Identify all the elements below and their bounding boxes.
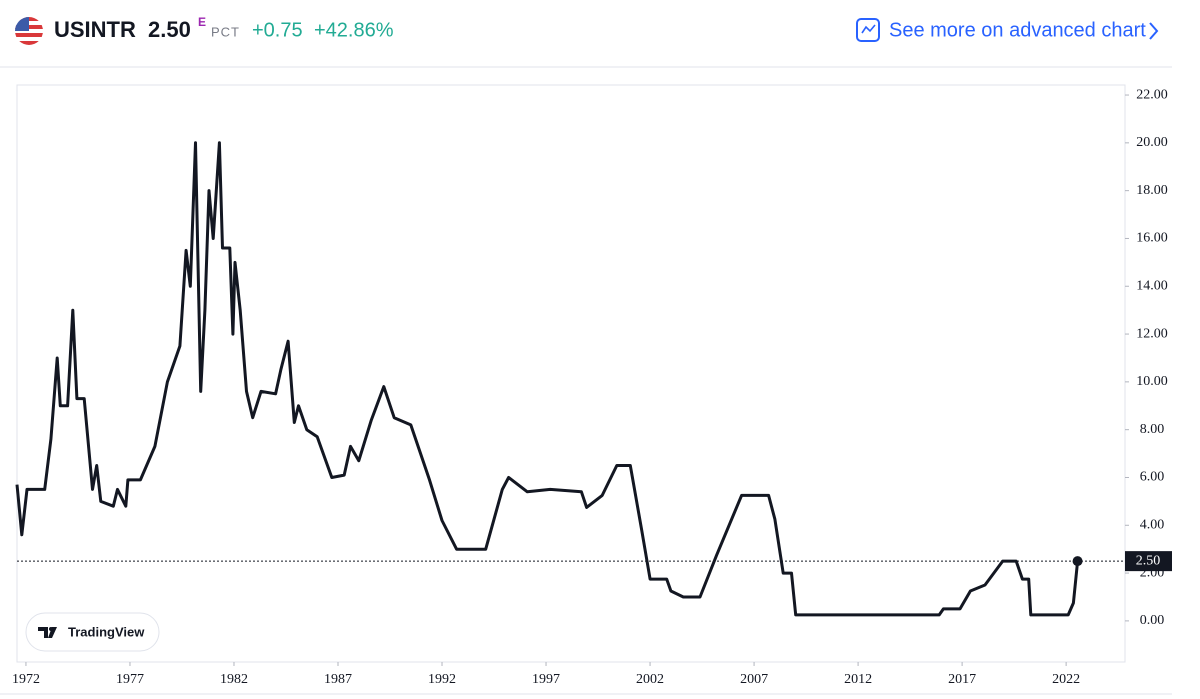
plot: 0.002.004.006.008.0010.0012.0014.0016.00… [12, 87, 1172, 687]
superscript: E [198, 15, 206, 29]
y-tick-label: 4.00 [1140, 517, 1165, 532]
y-tick-label: 18.00 [1136, 183, 1168, 198]
x-tick-label: 1982 [220, 672, 248, 687]
symbol: USINTR [54, 17, 136, 42]
y-tick-label: 16.00 [1136, 231, 1168, 246]
link-text[interactable]: See more on advanced chart [889, 19, 1146, 41]
y-tick-label: 22.00 [1136, 87, 1168, 102]
badge-text[interactable]: TradingView [68, 624, 145, 639]
change-pct: +42.86% [314, 19, 394, 41]
x-tick-label: 1997 [532, 672, 560, 687]
unit: PCT [211, 24, 240, 39]
y-tick-label: 20.00 [1136, 135, 1168, 150]
flag-icon [15, 17, 43, 45]
y-tick-label: 6.00 [1140, 470, 1165, 485]
line [15, 141, 1080, 617]
x-tick-label: 1992 [428, 672, 456, 687]
x-tick-label: 1977 [116, 672, 144, 687]
x-tick-label: 2022 [1052, 672, 1080, 687]
change: +0.75 [252, 19, 303, 41]
value: 2.50 [148, 17, 191, 42]
x-tick-label: 1972 [12, 672, 40, 687]
marker-box [1125, 551, 1172, 572]
x-tick-label: 2007 [740, 672, 768, 687]
y-tick-label: 8.00 [1140, 422, 1165, 437]
x-tick-label: 2012 [844, 672, 872, 687]
tradingview-badge[interactable]: TradingView [25, 612, 160, 652]
marker-label: 2.50 [1136, 553, 1161, 568]
last-point [1072, 556, 1083, 567]
x-tick-label: 2002 [636, 672, 664, 687]
y-tick-label: 12.00 [1136, 326, 1168, 341]
x-tick-label: 1987 [324, 672, 352, 687]
y-tick-label: 14.00 [1136, 278, 1168, 293]
x-tick-label: 2017 [948, 672, 976, 687]
plot-frame [16, 84, 1126, 663]
advanced-chart-link[interactable]: See more on advanced chart [856, 18, 1159, 42]
y-tick-label: 10.00 [1136, 374, 1168, 389]
y-tick-label: 0.00 [1140, 613, 1165, 628]
